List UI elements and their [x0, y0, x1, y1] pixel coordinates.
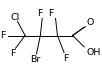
Text: Cl: Cl [11, 13, 20, 22]
Text: F: F [1, 31, 6, 40]
Text: OH: OH [86, 48, 100, 57]
Text: O: O [86, 18, 93, 27]
Text: F: F [63, 54, 69, 63]
Text: F: F [48, 9, 53, 18]
Text: Br: Br [30, 55, 40, 64]
Text: F: F [37, 9, 42, 18]
Text: F: F [10, 49, 15, 58]
